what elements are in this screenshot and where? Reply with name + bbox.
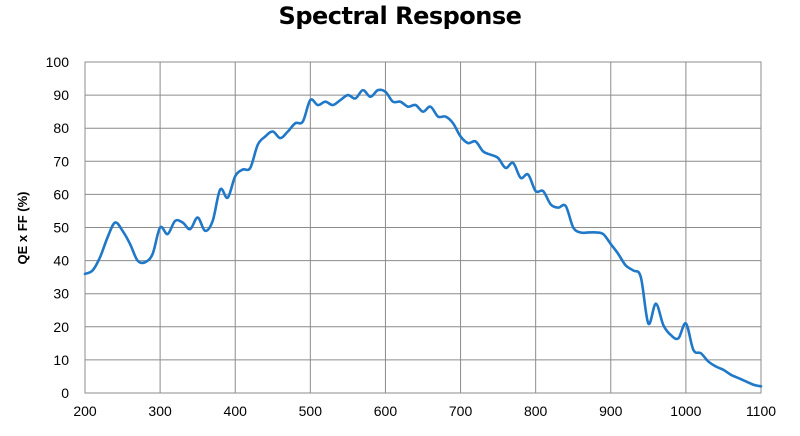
y-tick-label: 100	[46, 54, 70, 70]
series-layer	[83, 88, 763, 388]
y-tick-label: 60	[53, 186, 69, 202]
y-tick-label: 0	[61, 385, 69, 401]
x-tick-label: 1000	[670, 403, 701, 419]
y-tick-label: 30	[53, 286, 69, 302]
x-tick-label: 800	[524, 403, 548, 419]
y-tick-label: 70	[53, 153, 69, 169]
y-tick-label: 10	[53, 352, 69, 368]
x-tick-label: 400	[224, 403, 248, 419]
x-tick-label: 700	[449, 403, 473, 419]
chart-title: Spectral Response	[278, 2, 522, 30]
y-tick-label: 80	[53, 120, 69, 136]
y-tick-label: 20	[53, 319, 69, 335]
x-tick-label: 600	[374, 403, 398, 419]
axis-tick-labels: 200 300 400 500 600 700 800 900 1000 1100 0 10 20 30 4…	[46, 54, 777, 419]
y-tick-label: 50	[53, 220, 69, 236]
x-tick-label: 300	[148, 403, 172, 419]
x-tick-label: 1100	[746, 403, 776, 419]
y-tick-label: 90	[53, 87, 69, 103]
x-tick-label: 900	[599, 403, 623, 419]
x-tick-label: 200	[73, 403, 97, 419]
y-axis-label: QE x FF (%)	[15, 192, 30, 265]
x-tick-label: 500	[299, 403, 323, 419]
y-tick-label: 40	[53, 253, 69, 269]
series-line	[83, 88, 763, 388]
grid	[84, 61, 762, 394]
